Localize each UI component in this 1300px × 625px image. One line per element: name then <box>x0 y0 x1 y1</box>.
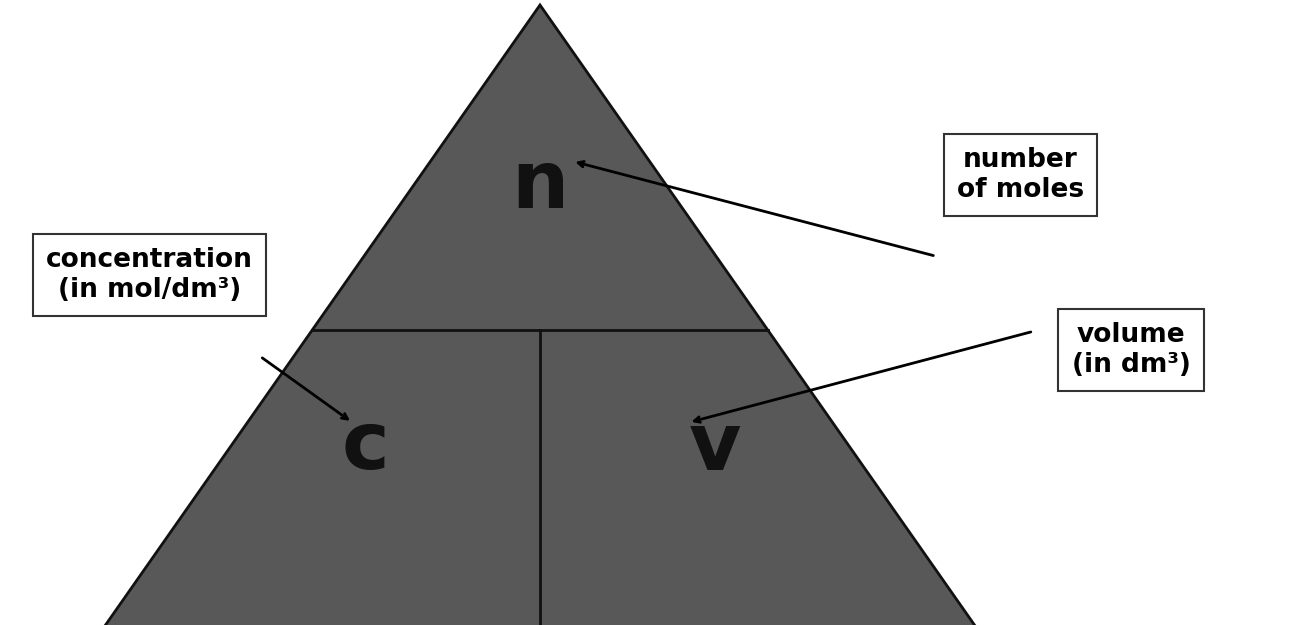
Text: volume
(in dm³): volume (in dm³) <box>1071 322 1191 378</box>
Text: c: c <box>342 409 389 486</box>
Polygon shape <box>95 5 985 625</box>
Text: v: v <box>689 409 741 486</box>
Text: n: n <box>511 148 568 225</box>
Text: concentration
(in mol/dm³): concentration (in mol/dm³) <box>46 247 254 303</box>
Text: number
of moles: number of moles <box>957 147 1084 203</box>
